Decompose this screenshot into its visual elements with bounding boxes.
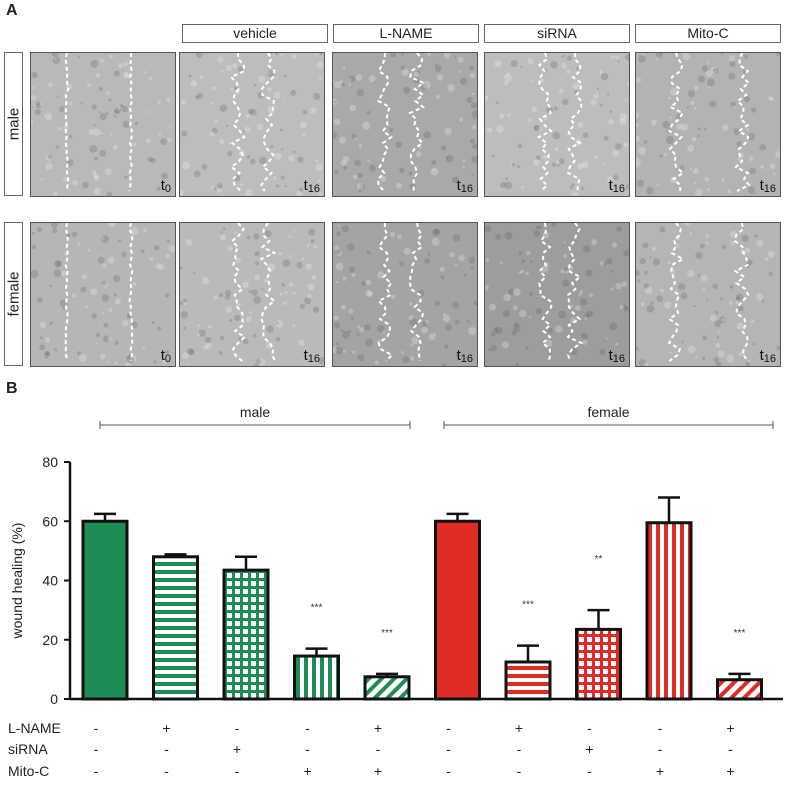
condition-mark: - xyxy=(517,741,522,757)
micrograph-male-vehicle: t16 xyxy=(179,52,325,197)
time-point-label: t16 xyxy=(303,177,320,195)
condition-mark: - xyxy=(587,720,592,736)
condition-mark: - xyxy=(235,720,240,736)
condition-mark: - xyxy=(517,763,522,779)
micrograph-female-l-name: t16 xyxy=(332,222,478,367)
time-point-label: t16 xyxy=(759,177,776,195)
significance-label: *** xyxy=(381,628,393,639)
bar-female-5 xyxy=(716,678,763,701)
condition-mark: + xyxy=(585,741,593,757)
significance-label: *** xyxy=(734,628,746,639)
condition-mark: + xyxy=(374,720,382,736)
condition-mark: + xyxy=(162,720,170,736)
condition-mark: - xyxy=(587,763,592,779)
bar-male-2 xyxy=(152,555,199,701)
condition-mark: - xyxy=(94,720,99,736)
bar-male-5 xyxy=(363,675,411,701)
bar-female-3 xyxy=(575,627,622,701)
significance-label: *** xyxy=(522,600,534,611)
micrograph-female-sirna: t16 xyxy=(484,222,630,367)
y-tick-label: 40 xyxy=(42,573,58,589)
condition-mark: + xyxy=(233,741,241,757)
condition-mark: - xyxy=(658,741,663,757)
row-header-male: male xyxy=(4,52,23,196)
time-point-label: t16 xyxy=(456,177,473,195)
column-header-mito-c: Mito-C xyxy=(635,24,781,43)
y-tick-label: 80 xyxy=(42,454,58,470)
condition-mark: + xyxy=(656,763,664,779)
condition-label: siRNA xyxy=(8,741,48,757)
condition-mark: + xyxy=(515,720,523,736)
condition-mark: + xyxy=(726,763,734,779)
row-header-female: female xyxy=(4,222,23,366)
condition-mark: - xyxy=(305,741,310,757)
bar-male-4 xyxy=(293,654,340,701)
condition-mark: - xyxy=(235,763,240,779)
condition-mark: - xyxy=(728,741,733,757)
condition-mark: - xyxy=(446,741,451,757)
micrograph-male-mito-c: t16 xyxy=(635,52,781,197)
y-tick-label: 20 xyxy=(42,632,58,648)
group-label: male xyxy=(240,404,271,420)
condition-mark: + xyxy=(374,763,382,779)
condition-mark: - xyxy=(446,763,451,779)
micrograph-male-t0: t0 xyxy=(30,52,176,197)
condition-label: Mito-C xyxy=(8,763,49,779)
condition-mark: + xyxy=(726,720,734,736)
y-tick-label: 60 xyxy=(42,513,58,529)
bar-male-1 xyxy=(81,519,129,701)
time-point-label: t16 xyxy=(303,347,320,365)
condition-mark: + xyxy=(303,763,311,779)
significance-label: *** xyxy=(311,603,323,614)
condition-mark: - xyxy=(164,763,169,779)
micrograph-female-mito-c: t16 xyxy=(635,222,781,367)
column-header-l-name: L-NAME xyxy=(333,24,479,43)
micrograph-male-sirna: t16 xyxy=(484,52,630,197)
column-header-sirna: siRNA xyxy=(484,24,630,43)
condition-mark: - xyxy=(658,720,663,736)
bar-female-2 xyxy=(504,660,552,701)
time-point-label: t16 xyxy=(759,347,776,365)
bar-female-1 xyxy=(434,519,481,701)
significance-label: ** xyxy=(595,554,603,565)
time-point-label: t0 xyxy=(160,177,171,195)
panel-b-label: B xyxy=(6,380,18,397)
condition-mark: - xyxy=(164,741,169,757)
condition-mark: - xyxy=(446,720,451,736)
time-point-label: t16 xyxy=(608,347,625,365)
condition-mark: - xyxy=(94,763,99,779)
panel-a-label: A xyxy=(6,2,18,19)
column-header-vehicle: vehicle xyxy=(182,24,328,43)
bar-female-4 xyxy=(645,521,693,701)
condition-mark: - xyxy=(94,741,99,757)
micrograph-female-t0: t0 xyxy=(30,222,176,367)
micrograph-male-l-name: t16 xyxy=(332,52,478,197)
time-point-label: t16 xyxy=(456,347,473,365)
time-point-label: t16 xyxy=(608,177,625,195)
condition-label: L-NAME xyxy=(8,720,61,736)
bar-male-3 xyxy=(222,568,270,701)
y-axis-label: wound healing (%) xyxy=(9,523,25,640)
group-label: female xyxy=(587,404,629,420)
condition-mark: - xyxy=(376,741,381,757)
y-tick-label: 0 xyxy=(50,691,58,707)
micrograph-female-vehicle: t16 xyxy=(179,222,325,367)
condition-mark: - xyxy=(305,720,310,736)
time-point-label: t0 xyxy=(160,347,171,365)
